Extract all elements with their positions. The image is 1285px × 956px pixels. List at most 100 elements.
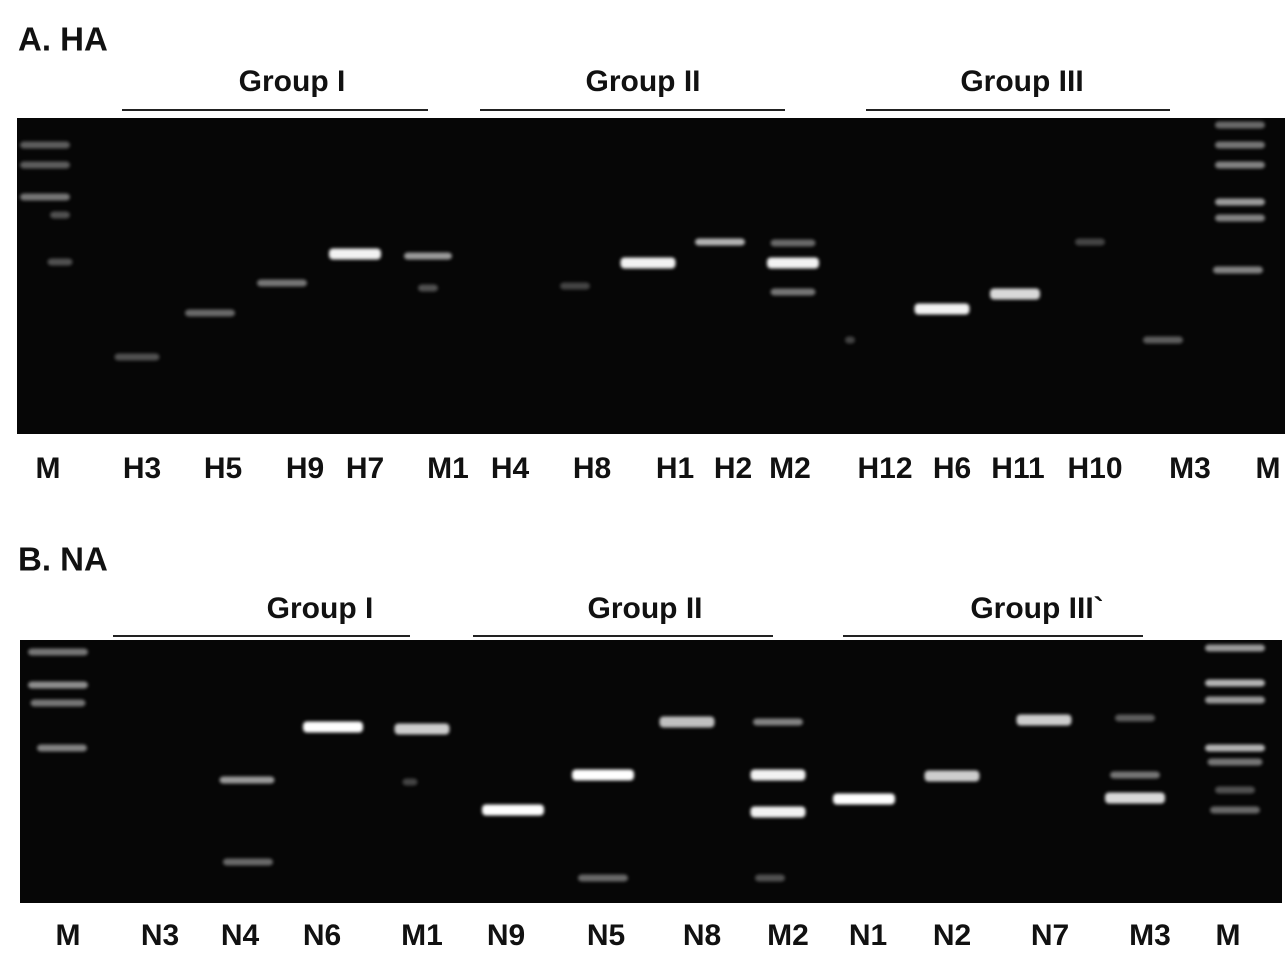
gel-band xyxy=(482,805,544,816)
gel-band xyxy=(925,771,980,782)
group-label: Group II xyxy=(586,65,701,98)
gel-band xyxy=(1210,807,1260,814)
gel-band xyxy=(621,258,676,269)
group-label: Group I xyxy=(239,65,346,98)
lane-label: H3 xyxy=(123,452,161,485)
gel-band xyxy=(833,794,895,805)
gel-band xyxy=(257,280,307,287)
gel-band xyxy=(37,745,87,752)
gel-band xyxy=(404,253,452,260)
lane-label: M3 xyxy=(1169,452,1211,485)
lane-label: M xyxy=(36,452,61,485)
gel-band xyxy=(48,259,73,266)
lane-label: H1 xyxy=(656,452,694,485)
gel-band xyxy=(990,289,1040,300)
gel-band xyxy=(767,258,819,269)
gel-band xyxy=(1143,337,1183,344)
gel-band xyxy=(403,779,418,786)
gel-band xyxy=(1215,162,1265,169)
lane-label: M1 xyxy=(401,919,443,952)
gel-band xyxy=(753,719,803,726)
gel-band xyxy=(115,354,160,361)
gel-band xyxy=(1208,759,1263,766)
panel-title: A. HA xyxy=(18,21,108,58)
gel-band xyxy=(1213,267,1263,274)
gel-band xyxy=(1215,142,1265,149)
lane-label: H5 xyxy=(204,452,242,485)
gel-band xyxy=(395,724,450,735)
gel-band xyxy=(303,722,363,733)
lane-label: M2 xyxy=(769,452,811,485)
gel-band xyxy=(20,142,70,149)
lane-label: M xyxy=(1256,452,1281,485)
gel-band xyxy=(560,283,590,290)
lane-label: H7 xyxy=(346,452,384,485)
lane-label: N1 xyxy=(849,919,887,952)
gel-band xyxy=(1205,745,1265,752)
gel-band xyxy=(1205,697,1265,704)
gel-band xyxy=(771,289,816,296)
group-label: Group II xyxy=(588,592,703,625)
gel-band xyxy=(329,249,381,260)
lane-label: N8 xyxy=(683,919,721,952)
lane-label: M1 xyxy=(427,452,469,485)
gel-band xyxy=(751,807,806,818)
lane-label: M2 xyxy=(767,919,809,952)
gel-band xyxy=(1075,239,1105,246)
gel-band xyxy=(1017,715,1072,726)
gel-band xyxy=(1205,645,1265,652)
gel-band xyxy=(185,310,235,317)
gel-band xyxy=(223,859,273,866)
gel-band xyxy=(1215,787,1255,794)
gel-band xyxy=(1215,122,1265,129)
gel-b xyxy=(20,640,1282,903)
lane-label: N7 xyxy=(1031,919,1069,952)
gel-band xyxy=(28,682,88,689)
gel-band xyxy=(572,770,634,781)
lane-label: H8 xyxy=(573,452,611,485)
gel-band xyxy=(1215,215,1265,222)
lane-label: H12 xyxy=(857,452,912,485)
gel-band xyxy=(1110,772,1160,779)
group-label: Group III` xyxy=(970,592,1103,625)
lane-label: H6 xyxy=(933,452,971,485)
gel-band xyxy=(578,875,628,882)
lane-label: M xyxy=(56,919,81,952)
lane-label: M xyxy=(1216,919,1241,952)
gel-band xyxy=(20,162,70,169)
gel-band xyxy=(915,304,970,315)
gel-band xyxy=(660,717,715,728)
gel-band xyxy=(755,875,785,882)
lane-label: N3 xyxy=(141,919,179,952)
gel-band xyxy=(771,240,816,247)
gel-band xyxy=(845,337,855,344)
group-label: Group I xyxy=(267,592,374,625)
lane-label: N4 xyxy=(221,919,260,952)
gel-band xyxy=(28,649,88,656)
group-label: Group III xyxy=(960,65,1083,98)
gel-band xyxy=(50,212,70,219)
gel-band xyxy=(220,777,275,784)
gel-band xyxy=(20,194,70,201)
lane-label: H4 xyxy=(491,452,530,485)
lane-label: H11 xyxy=(991,452,1044,485)
figure: A. HA B. NA Group I Group II Group III M H3 H… xyxy=(0,0,1285,956)
lane-label: H9 xyxy=(286,452,324,485)
gel-band xyxy=(418,285,438,292)
lane-label: N6 xyxy=(303,919,341,952)
gel-band xyxy=(1115,715,1155,722)
gel-band xyxy=(751,770,806,781)
gel-band xyxy=(1205,680,1265,687)
lane-label: H10 xyxy=(1067,452,1122,485)
gel-band xyxy=(1105,793,1165,804)
gel-band xyxy=(1215,199,1265,206)
lane-label: N9 xyxy=(487,919,525,952)
lane-label: M3 xyxy=(1129,919,1171,952)
lane-label: N5 xyxy=(587,919,625,952)
lane-label: N2 xyxy=(933,919,971,952)
gel-a xyxy=(17,118,1285,434)
gel-band xyxy=(695,239,745,246)
gel-band xyxy=(31,700,86,707)
panel-title: B. NA xyxy=(18,541,108,578)
lane-label: H2 xyxy=(714,452,752,485)
